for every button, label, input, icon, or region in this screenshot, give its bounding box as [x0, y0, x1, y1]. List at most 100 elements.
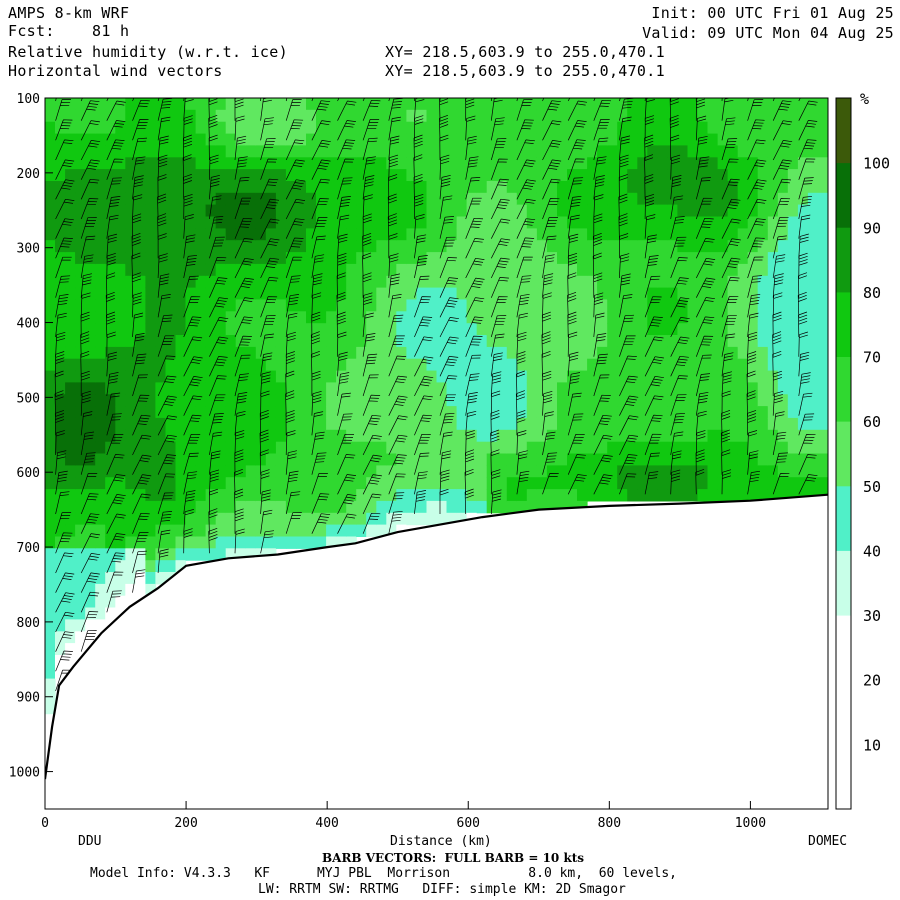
- rh-cell: [687, 216, 699, 229]
- wind-barb: [337, 177, 353, 200]
- wind-barb: [567, 195, 582, 220]
- rh-cell: [406, 252, 417, 265]
- rh-cell: [346, 335, 357, 348]
- rh-cell: [125, 263, 136, 277]
- rh-cell: [145, 216, 156, 229]
- rh-cell: [105, 453, 116, 466]
- rh-cell: [115, 216, 126, 229]
- wind-barb: [644, 452, 660, 475]
- rh-cell: [777, 98, 789, 111]
- wind-barb: [619, 98, 634, 121]
- rh-cell: [85, 157, 96, 170]
- rh-cell: [95, 169, 106, 182]
- wind-barb: [619, 415, 639, 436]
- wind-barb: [490, 158, 508, 180]
- wind-barb: [721, 390, 731, 416]
- rh-cell: [617, 370, 628, 383]
- rh-cell: [456, 133, 468, 146]
- rh-cell: [727, 204, 739, 217]
- wind-barb: [772, 452, 788, 475]
- wind-barb: [106, 552, 125, 574]
- rh-cell: [647, 382, 658, 395]
- rh-cell: [647, 370, 658, 383]
- rh-cell: [486, 145, 498, 158]
- rh-cell: [747, 394, 759, 407]
- wind-barb: [490, 352, 503, 377]
- wind-barb: [337, 454, 356, 475]
- rh-cell: [376, 287, 387, 300]
- rh-cell: [155, 477, 166, 490]
- rh-cell: [245, 240, 257, 253]
- rh-cell: [587, 204, 598, 217]
- rh-cell: [506, 417, 518, 431]
- wind-barb: [490, 390, 501, 416]
- rh-cell: [255, 370, 267, 383]
- rh-cell: [155, 311, 166, 324]
- rh-cell: [65, 524, 76, 537]
- rh-cell: [587, 169, 598, 182]
- rh-cell: [577, 323, 588, 336]
- wind-barb: [106, 120, 126, 141]
- wind-barb: [798, 434, 816, 456]
- rh-cell: [516, 263, 528, 277]
- rh-cell: [747, 169, 759, 182]
- rh-cell: [95, 489, 106, 502]
- rh-cell: [135, 133, 146, 146]
- rh-cell: [687, 145, 699, 158]
- rh-cell: [115, 121, 126, 135]
- rh-cell: [466, 204, 478, 217]
- rh-cell: [265, 109, 277, 123]
- rh-cell: [587, 417, 598, 431]
- rh-cell: [165, 500, 177, 514]
- rh-cell: [406, 240, 417, 253]
- rh-cell: [757, 263, 769, 277]
- rh-cell: [516, 145, 528, 158]
- wind-barb: [106, 233, 118, 259]
- rh-cell: [697, 477, 709, 490]
- wind-barb: [260, 352, 273, 377]
- rh-cell: [647, 417, 658, 431]
- rh-cell: [426, 228, 438, 241]
- rh-cell: [717, 169, 729, 182]
- rh-cell: [185, 548, 197, 561]
- rh-cell: [617, 346, 628, 360]
- wind-barb: [337, 372, 350, 397]
- rh-cell: [396, 216, 407, 229]
- rh-cell: [707, 157, 719, 170]
- rh-cell: [486, 216, 498, 229]
- rh-cell: [376, 512, 387, 526]
- rh-cell: [617, 98, 628, 111]
- rh-cell: [306, 500, 317, 514]
- rh-cell: [326, 512, 337, 526]
- rh-cell: [316, 382, 327, 395]
- rh-cell: [65, 489, 76, 502]
- rh-cell: [647, 240, 658, 253]
- rh-cell: [235, 252, 247, 265]
- rh-cell: [607, 406, 618, 419]
- rh-cell: [627, 441, 638, 455]
- wind-barb: [798, 252, 808, 279]
- rh-cell: [767, 429, 779, 443]
- rh-cell: [366, 335, 377, 348]
- rh-cell: [436, 299, 448, 312]
- rh-cell: [466, 465, 478, 478]
- wind-barb: [747, 312, 759, 338]
- wind-barb: [285, 410, 295, 436]
- wind-barb: [209, 154, 219, 180]
- rh-cell: [386, 453, 397, 466]
- rh-cell: [657, 98, 668, 111]
- rh-cell: [45, 572, 56, 585]
- rh-cell: [677, 133, 688, 146]
- rh-cell: [225, 228, 237, 241]
- rh-cell: [285, 524, 297, 537]
- rh-cell: [486, 98, 498, 111]
- rh-cell: [436, 429, 448, 443]
- rh-cell: [516, 394, 528, 407]
- rh-cell: [557, 145, 568, 158]
- rh-cell: [546, 335, 558, 348]
- wind-barb: [464, 488, 474, 515]
- rh-cell: [406, 500, 417, 514]
- rh-cell: [105, 216, 116, 229]
- rh-cell: [65, 335, 76, 348]
- rh-cell: [85, 323, 96, 336]
